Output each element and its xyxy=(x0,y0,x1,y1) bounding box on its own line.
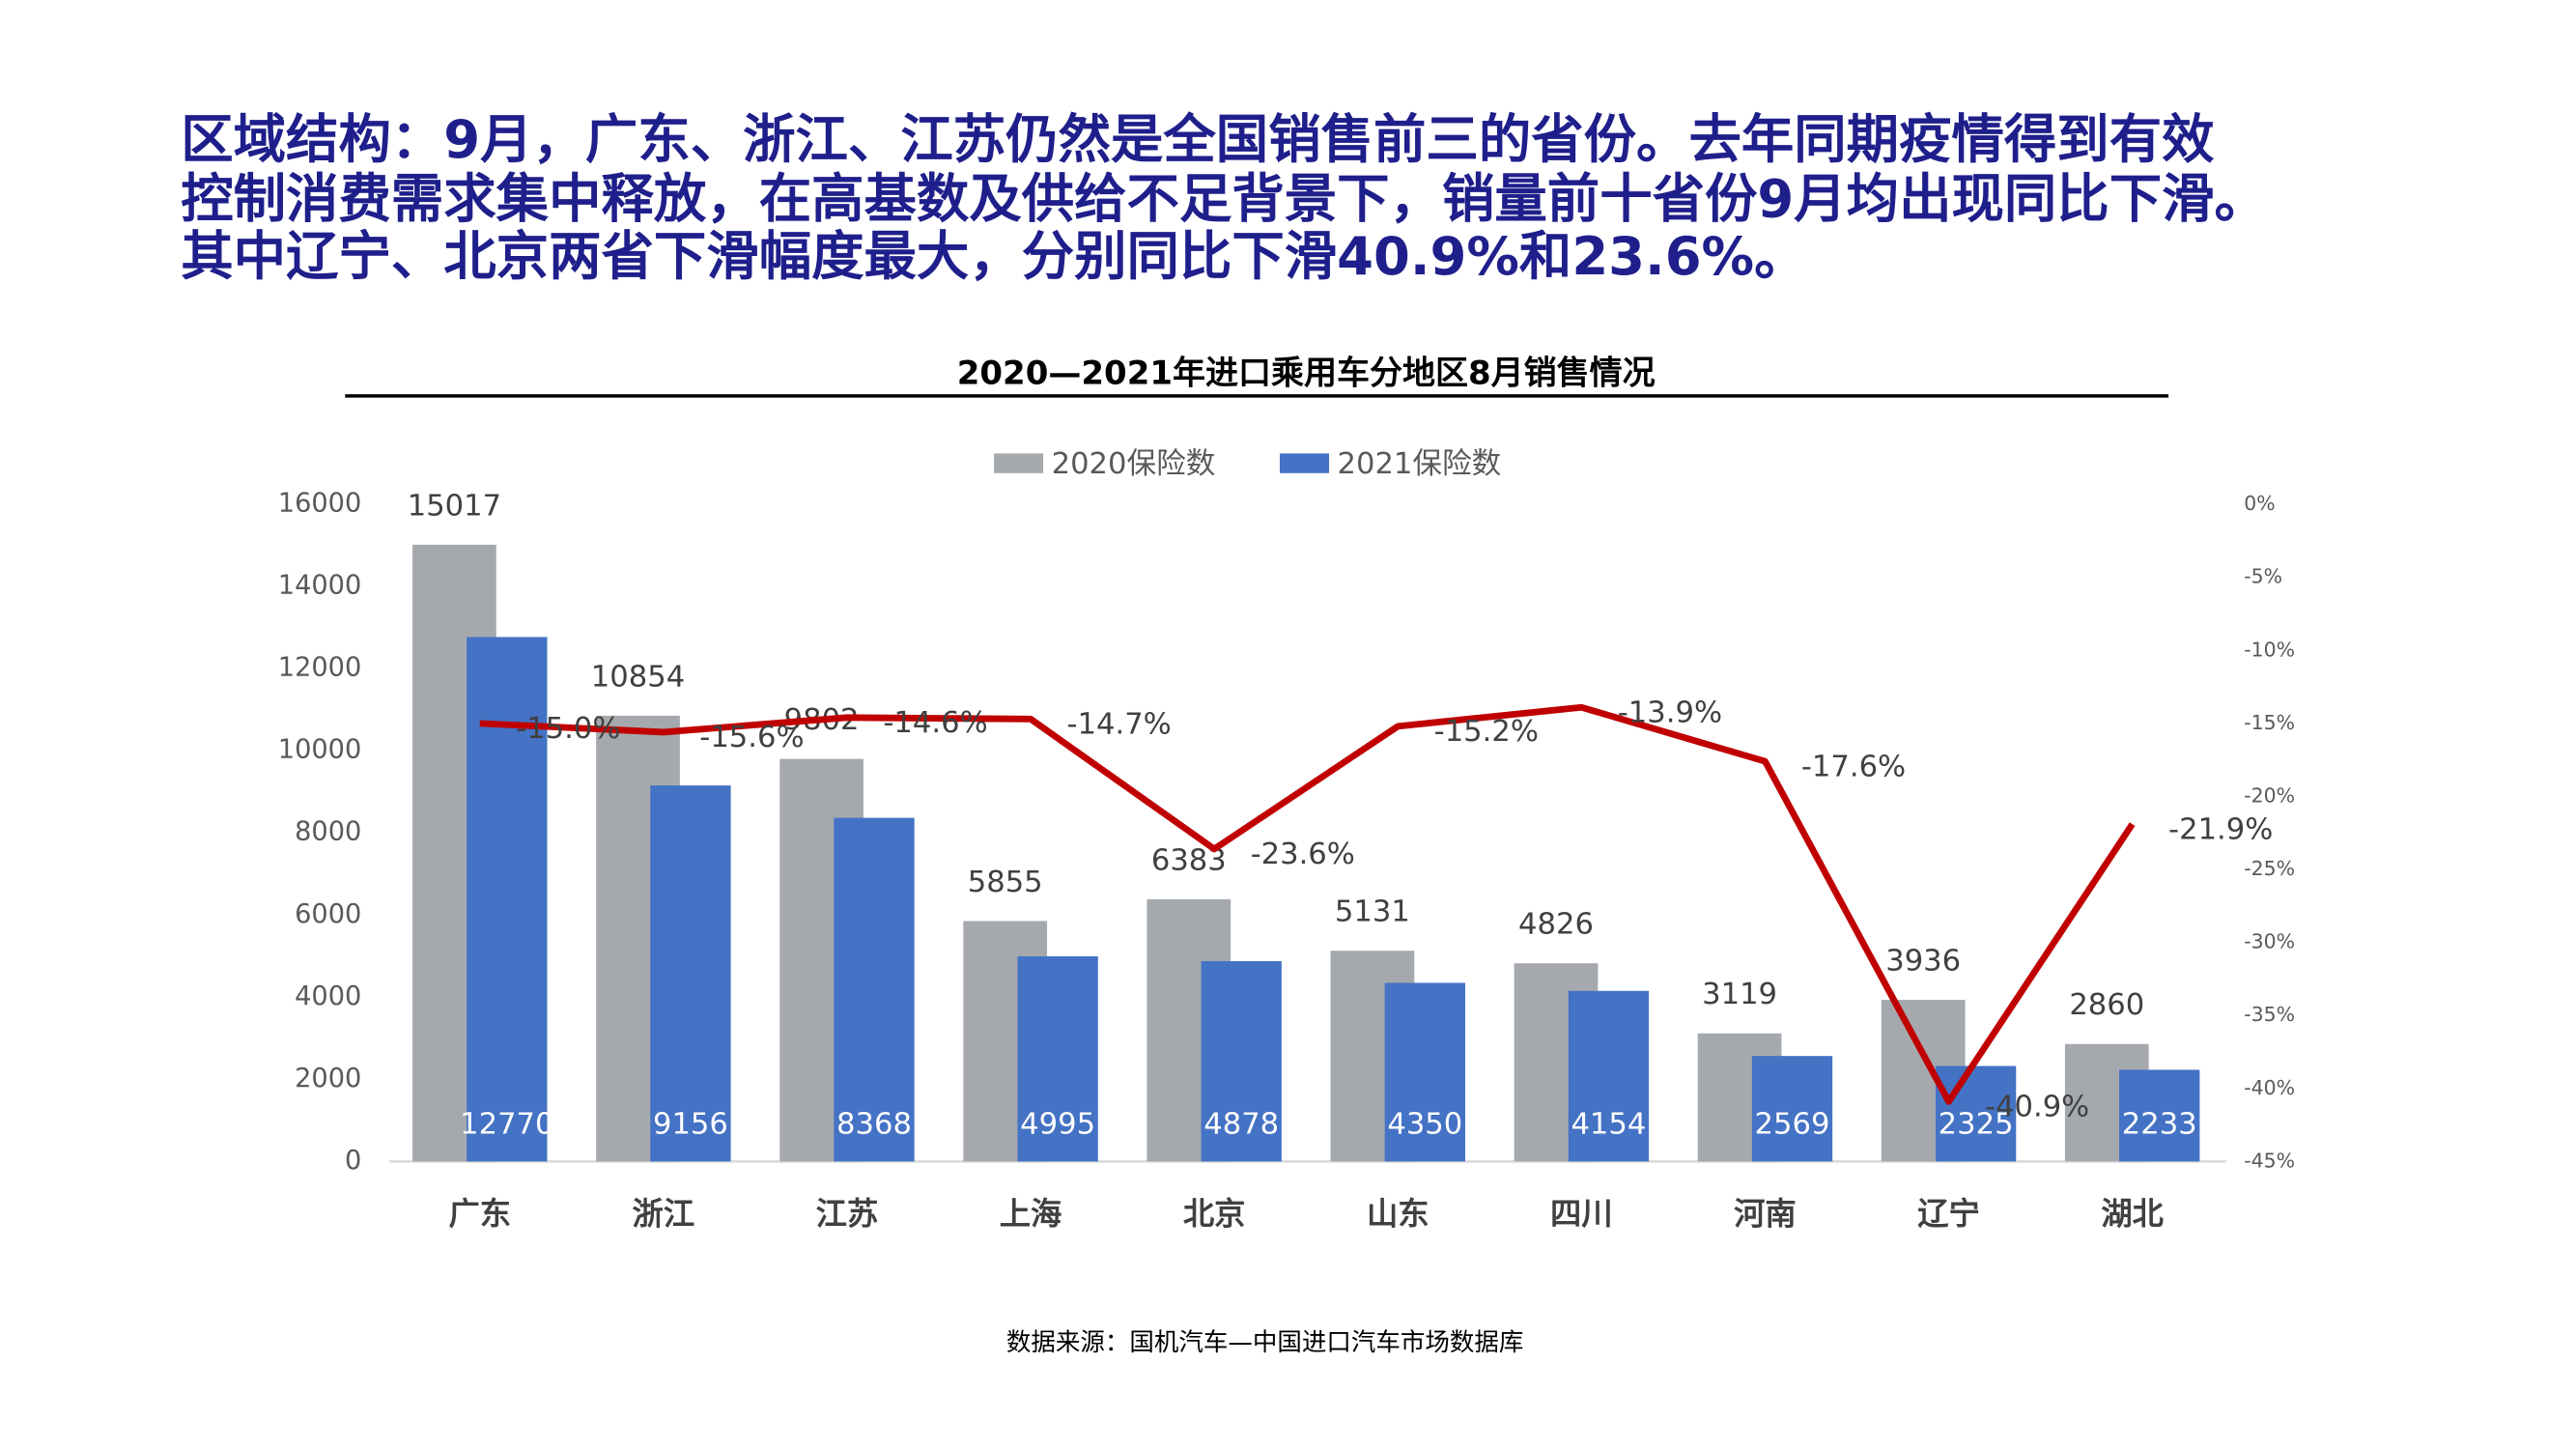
heading-line: 其中辽宁、北京两省下滑幅度最大，分别同比下滑40.9%和23.6%。 xyxy=(181,225,1806,287)
y2-tick-label: 0% xyxy=(2244,492,2275,515)
bar xyxy=(834,817,915,1162)
y2-tick-label: -35% xyxy=(2244,1003,2295,1026)
x-tick-label: 北京 xyxy=(1183,1196,1246,1233)
x-tick-label: 湖北 xyxy=(2101,1196,2164,1233)
x-tick-label: 河南 xyxy=(1734,1196,1797,1233)
data-label: 15017 xyxy=(408,489,501,523)
bar xyxy=(650,785,731,1162)
y2-tick-label: -20% xyxy=(2244,783,2295,807)
y-tick-label: 14000 xyxy=(278,571,362,601)
y2-tick-label: -40% xyxy=(2244,1076,2295,1099)
data-label: 12770 xyxy=(460,1107,553,1141)
legend-label: 2021保险数 xyxy=(1338,447,1502,481)
data-label: 9156 xyxy=(653,1107,728,1141)
y-tick-label: 12000 xyxy=(278,653,362,683)
bar xyxy=(2119,1069,2200,1162)
data-label: 4350 xyxy=(1387,1107,1462,1141)
x-tick-label: 上海 xyxy=(1000,1196,1062,1233)
data-label: 4826 xyxy=(1518,908,1594,942)
y2-tick-label: -15% xyxy=(2244,711,2295,734)
y-tick-label: 6000 xyxy=(295,899,361,929)
data-label: 4878 xyxy=(1203,1107,1279,1141)
x-tick-label: 江苏 xyxy=(816,1196,879,1233)
data-label: 5131 xyxy=(1335,895,1410,929)
y-tick-label: 2000 xyxy=(295,1064,361,1094)
source: 数据来源：国机汽车—中国进口汽车市场数据库 xyxy=(1006,1328,1524,1357)
y-tick-label: 4000 xyxy=(295,981,361,1011)
y-tick-label: 16000 xyxy=(278,489,362,519)
data-label: 2860 xyxy=(2069,988,2144,1022)
line-label: -23.6% xyxy=(1251,838,1355,871)
line-label: -14.7% xyxy=(1066,708,1171,742)
legend-swatch xyxy=(994,453,1044,473)
y2-tick-label: -25% xyxy=(2244,857,2295,880)
legend-label: 2020保险数 xyxy=(1052,447,1216,481)
y-tick-label: 8000 xyxy=(295,817,361,847)
data-label: 3936 xyxy=(1885,944,1961,978)
chart-title: 2020—2021年进口乘用车分地区8月销售情况 xyxy=(957,354,1656,392)
data-label: 5855 xyxy=(968,866,1043,899)
heading-line: 区域结构：9月，广东、浙江、江苏仍然是全国销售前三的省份。去年同期疫情得到有效 xyxy=(181,108,2215,170)
y2-tick-label: -10% xyxy=(2244,638,2295,661)
data-label: 2233 xyxy=(2122,1107,2197,1141)
data-label: 2325 xyxy=(1939,1107,2014,1141)
bar xyxy=(1384,982,1465,1162)
bar xyxy=(1017,956,1098,1162)
y-tick-label: 10000 xyxy=(278,735,362,765)
line-label: -14.6% xyxy=(883,706,987,740)
bar xyxy=(1751,1056,1833,1162)
data-label: 8368 xyxy=(836,1107,912,1141)
line-label: -15.2% xyxy=(1434,715,1539,749)
data-label: 3119 xyxy=(1702,978,1777,1011)
y2-tick-label: -30% xyxy=(2244,930,2295,953)
x-tick-label: 广东 xyxy=(448,1196,511,1233)
data-label: 10854 xyxy=(591,660,685,694)
line-label: -40.9% xyxy=(1985,1091,2089,1124)
heading-line: 控制消费需求集中释放，在高基数及供给不足背景下，销量前十省份9月均出现同比下滑。 xyxy=(181,167,2267,229)
y2-tick-label: -45% xyxy=(2244,1149,2295,1172)
data-label: 4995 xyxy=(1020,1107,1095,1141)
x-tick-label: 浙江 xyxy=(633,1196,695,1233)
x-tick-label: 山东 xyxy=(1367,1196,1430,1233)
line xyxy=(479,703,2136,1105)
y2-tick-label: -5% xyxy=(2244,565,2282,588)
line-label: -17.6% xyxy=(1801,750,1906,783)
line-label: -21.9% xyxy=(2168,812,2273,846)
line-label: -15.6% xyxy=(699,721,804,754)
bar xyxy=(1568,990,1650,1162)
y-tick-label: 0 xyxy=(345,1146,361,1176)
line-label: -13.9% xyxy=(1618,696,1722,730)
line-label: -15.0% xyxy=(516,712,620,746)
x-tick-label: 四川 xyxy=(1550,1196,1613,1233)
legend-swatch xyxy=(1279,453,1330,473)
x-tick-label: 辽宁 xyxy=(1917,1196,1980,1233)
data-label: 4154 xyxy=(1571,1107,1646,1141)
data-label: 2569 xyxy=(1755,1107,1830,1141)
bar xyxy=(1935,1065,2017,1162)
bar xyxy=(1201,960,1282,1162)
